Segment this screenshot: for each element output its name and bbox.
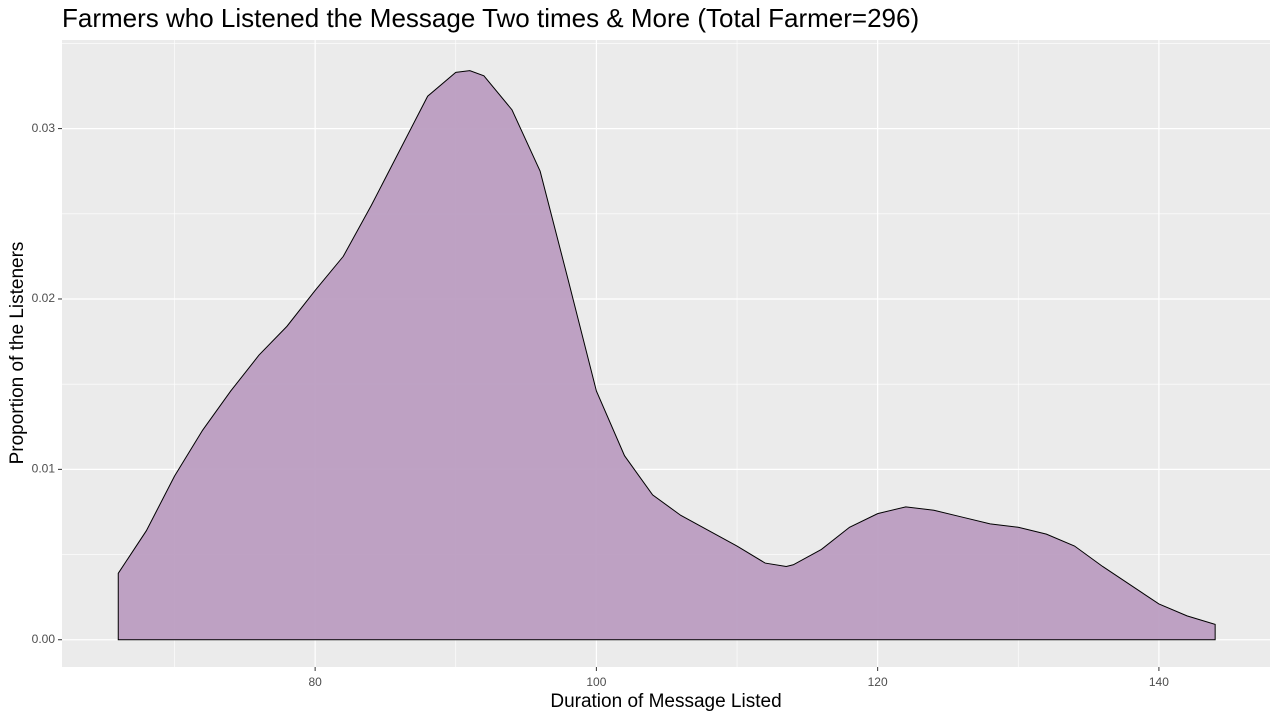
y-tick-label: 0.02 xyxy=(32,291,56,305)
y-axis-label: Proportion of the Listeners xyxy=(7,242,28,465)
x-tick-label: 100 xyxy=(586,675,606,689)
marks xyxy=(117,70,1216,641)
x-tick-label: 140 xyxy=(1149,675,1169,689)
x-tick-label: 120 xyxy=(868,675,888,689)
chart-title: Farmers who Listened the Message Two tim… xyxy=(62,3,919,33)
y-tick-label: 0.00 xyxy=(32,632,56,646)
density-area xyxy=(117,70,1216,641)
x-tick-label: 80 xyxy=(308,675,322,689)
y-tick-label: 0.01 xyxy=(32,462,56,476)
x-axis-label: Duration of Message Listed xyxy=(550,691,781,712)
y-tick-label: 0.03 xyxy=(32,121,56,135)
